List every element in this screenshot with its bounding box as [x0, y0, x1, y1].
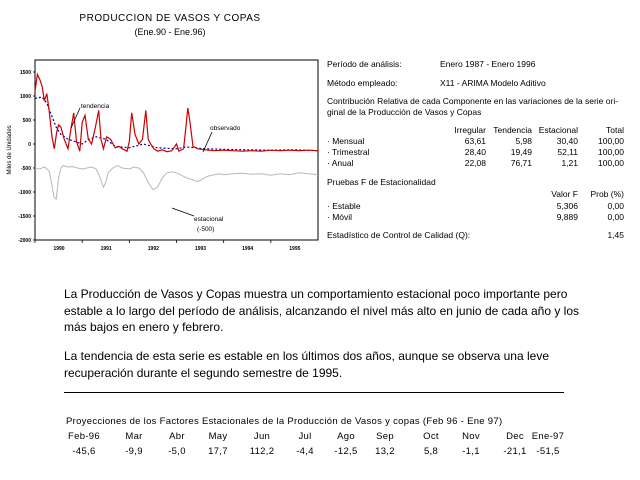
y-tick-label: -500	[21, 166, 31, 172]
table-cell: 22,08	[464, 158, 486, 168]
col-header-estacional: Estacional	[538, 125, 578, 135]
table-cell: 76,71	[510, 158, 532, 168]
table-cell: 63,61	[464, 136, 486, 146]
projection-value: 13,2	[375, 446, 395, 457]
col-header-irregular: Irregular	[454, 125, 486, 135]
row-label-mensual: · Mensual	[327, 136, 365, 146]
tendencia-series-line	[34, 96, 319, 152]
table-cell: 28,40	[464, 147, 486, 157]
observado-pointer	[202, 131, 213, 153]
projection-value: -9,9	[125, 446, 143, 457]
periodo-label: Período de análisis:	[327, 59, 402, 69]
projection-value: -1,1	[462, 446, 480, 457]
pruebas-heading: Pruebas F de Estacionalidad	[327, 177, 436, 187]
x-tick-label: 1995	[289, 246, 300, 252]
observado-annotation: observado	[210, 125, 241, 132]
projection-month: Abr	[169, 431, 185, 442]
projections-table: Feb-96 -45,6 Mar -9,9 Abr -5,0 May 17,7 Jun 112,2…	[0, 431, 640, 461]
projection-month: Feb-96	[68, 431, 100, 442]
col-header-valor-f: Valor F	[551, 189, 578, 199]
quality-statistic-value: 1,45	[607, 230, 624, 240]
row-label-estable: · Estable	[327, 201, 361, 211]
projection-value: 112,2	[249, 446, 275, 457]
col-header-tendencia: Tendencia	[493, 125, 532, 135]
y-tick-label: 1000	[20, 94, 31, 100]
y-axis-label: Miles de Unidades	[7, 125, 13, 174]
quality-statistic-label: Estadístico de Control de Calidad (Q):	[327, 230, 471, 240]
projection-month: Nov	[462, 431, 480, 442]
table-cell: 1,21	[561, 158, 578, 168]
estacional-series-line	[34, 165, 319, 201]
table-cell: 0,00	[607, 201, 624, 211]
col-header-total: Total	[606, 125, 624, 135]
table-cell: 100,00	[598, 158, 624, 168]
row-label-movil: · Móvil	[327, 212, 353, 222]
projection-month: Jul	[298, 431, 312, 442]
y-tick-label: 1500	[20, 70, 31, 76]
chart-subtitle: (Ene.90 - Ene.96)	[134, 27, 206, 37]
projection-month: Mar	[125, 431, 143, 442]
tendencia-annotation: tendencia	[81, 103, 110, 110]
line-chart: 1500 1000 500 0 -500 -1000 -1500 -2000 1990 1991…	[7, 59, 319, 252]
metodo-value: X11 - ARIMA Modelo Aditivo	[440, 78, 546, 88]
contribution-heading-2: ginal de la Producción de Vasos y Copas	[327, 107, 482, 117]
table-cell: 5,98	[515, 136, 532, 146]
y-tick-label: -2000	[18, 238, 31, 244]
estacional-pointer	[171, 207, 195, 217]
projection-value: 17,7	[208, 446, 228, 457]
estacional-offset-annotation: (-500)	[197, 226, 214, 233]
chart-title: PRODUCCION DE VASOS Y COPAS	[79, 13, 261, 24]
projection-value: -51,5	[536, 446, 560, 457]
tendencia-pointer	[70, 107, 81, 129]
projection-month: Ago	[337, 431, 355, 442]
projection-month: Dec	[506, 431, 524, 442]
y-tick-label: 500	[23, 118, 32, 124]
x-tick-label: 1990	[53, 246, 64, 252]
table-cell: 100,00	[598, 147, 624, 157]
estacional-annotation: estacional	[194, 216, 224, 223]
table-cell: 100,00	[598, 136, 624, 146]
table-cell: 0,00	[607, 212, 624, 222]
table-cell: 19,49	[510, 147, 532, 157]
y-tick-label: -1000	[18, 190, 31, 196]
x-tick-label: 1992	[148, 246, 159, 252]
table-cell: 30,40	[556, 136, 578, 146]
x-tick-label: 1993	[195, 246, 206, 252]
projection-value: -5,0	[168, 446, 186, 457]
projection-month: Ene-97	[531, 431, 565, 442]
divider	[64, 392, 564, 393]
x-tick-label: 1991	[101, 246, 112, 252]
projection-month: May	[208, 431, 228, 442]
commentary-paragraph-2: La tendencia de esta serie es estable en…	[64, 349, 549, 380]
observado-series-line	[34, 72, 319, 153]
projection-value: -12,5	[334, 446, 358, 457]
x-tick-label: 1994	[242, 246, 253, 252]
projection-value: -4,4	[296, 446, 314, 457]
table-cell: 5,306	[556, 201, 578, 211]
y-tick-label: 0	[28, 142, 31, 148]
y-tick-label: -1500	[18, 214, 31, 220]
row-label-trimestral: · Trimestral	[327, 147, 370, 157]
projection-month: Jun	[253, 431, 271, 442]
col-header-prob: Prob (%)	[590, 189, 624, 199]
projection-month: Oct	[423, 431, 439, 442]
periodo-value: Enero 1987 - Enero 1996	[440, 59, 536, 69]
table-cell: 52,11	[557, 147, 578, 157]
row-label-anual: · Anual	[327, 158, 354, 168]
projection-month: Sep	[376, 431, 394, 442]
contribution-heading-1: Contribución Relativa de cada Componente…	[327, 96, 619, 106]
table-cell: 9,889	[556, 212, 578, 222]
projection-value: -45,6	[72, 446, 96, 457]
projections-title: Proyecciones de los Factores Estacionale…	[66, 416, 503, 427]
projection-value: -21,1	[503, 446, 527, 457]
projection-value: 5,8	[423, 446, 439, 457]
commentary-paragraph-1: La Producción de Vasos y Copas muestra u…	[64, 287, 580, 334]
metodo-label: Método empleado:	[327, 78, 398, 88]
